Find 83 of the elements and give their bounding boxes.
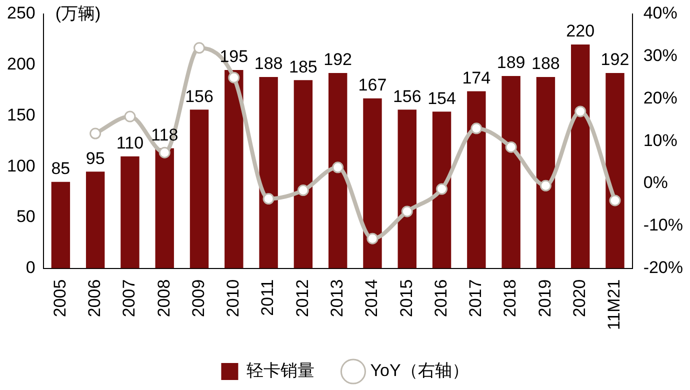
bar [120, 156, 140, 268]
bar [467, 91, 486, 268]
data-label: 192 [600, 50, 630, 70]
legend-label: 轻卡销量 [246, 361, 315, 380]
data-label: 95 [86, 148, 105, 168]
point [574, 106, 586, 118]
legend-label: YoY（右轴） [370, 361, 469, 380]
bar [51, 182, 70, 268]
data-label: 156 [392, 86, 422, 106]
y2-tick-label: 20% [643, 88, 678, 108]
y2-tick-label: 0% [643, 173, 668, 192]
data-label: 154 [428, 88, 456, 108]
bar [224, 70, 244, 268]
data-label: 85 [51, 159, 70, 178]
y-tick-label: 150 [6, 105, 36, 124]
y-tick-label: 250 [6, 4, 36, 23]
y-tick-label: 0 [26, 258, 36, 277]
y2-tick-label: -20% [643, 258, 683, 277]
bar [570, 44, 590, 268]
data-label: 185 [289, 57, 318, 76]
x-tick-label: 2006 [85, 279, 104, 318]
x-tick-label: 2007 [120, 279, 139, 318]
point [505, 141, 517, 153]
bar [363, 98, 382, 268]
point [158, 146, 170, 158]
x-tick-label: 2020 [570, 279, 590, 318]
data-label: 189 [496, 53, 526, 72]
point [124, 110, 136, 122]
bar [294, 80, 313, 268]
x-tick-label: 2005 [50, 279, 70, 318]
data-label: 156 [185, 86, 214, 106]
bar [536, 77, 556, 268]
x-tick-label: 2009 [188, 279, 208, 318]
point [609, 194, 621, 206]
point [470, 122, 482, 134]
bar [190, 110, 209, 268]
y2-tick-label: -10% [643, 216, 683, 235]
data-label: 188 [532, 54, 560, 74]
point [194, 42, 206, 54]
x-tick-label: 2012 [292, 279, 312, 318]
x-tick-label: 2016 [431, 279, 450, 318]
bar [155, 148, 174, 268]
y-tick-label: 100 [6, 156, 36, 176]
point [332, 162, 344, 174]
bar [86, 172, 105, 268]
point [262, 193, 274, 205]
bar [502, 76, 520, 268]
y2-tick-label: 10% [643, 130, 678, 150]
x-tick-label: 2013 [328, 279, 347, 318]
point [436, 183, 448, 195]
data-label: 118 [151, 125, 178, 144]
point [401, 206, 413, 218]
bar [398, 110, 416, 268]
data-label: 174 [462, 68, 491, 88]
y-axis-title: (万辆) [55, 4, 101, 24]
point [297, 184, 309, 196]
y-tick-label: 200 [6, 54, 36, 74]
x-tick-label: 2019 [535, 279, 554, 318]
point [366, 232, 378, 244]
point [540, 180, 552, 192]
data-label: 110 [116, 134, 144, 153]
bar [328, 72, 348, 268]
data-label: 167 [358, 76, 387, 95]
y2-tick-label: 30% [643, 46, 678, 66]
x-tick-label: 2017 [466, 279, 486, 318]
x-tick-label: 11M21 [604, 279, 624, 330]
data-label: 220 [566, 22, 595, 41]
x-tick-label: 2008 [154, 279, 174, 318]
y2-tick-label: 40% [643, 4, 678, 23]
bar [432, 112, 452, 268]
x-tick-label: 2015 [396, 279, 416, 318]
point [90, 128, 102, 140]
bar [259, 77, 278, 268]
x-tick-label: 2010 [224, 279, 243, 318]
data-label: 192 [324, 50, 352, 70]
x-tick-label: 2014 [362, 279, 382, 318]
y-tick-label: 50 [16, 207, 36, 226]
data-label: 188 [254, 54, 283, 74]
bar [606, 72, 624, 268]
point [228, 72, 240, 84]
data-label: 195 [220, 47, 248, 66]
x-tick-label: 2011 [258, 279, 278, 316]
x-tick-label: 2018 [500, 279, 520, 318]
